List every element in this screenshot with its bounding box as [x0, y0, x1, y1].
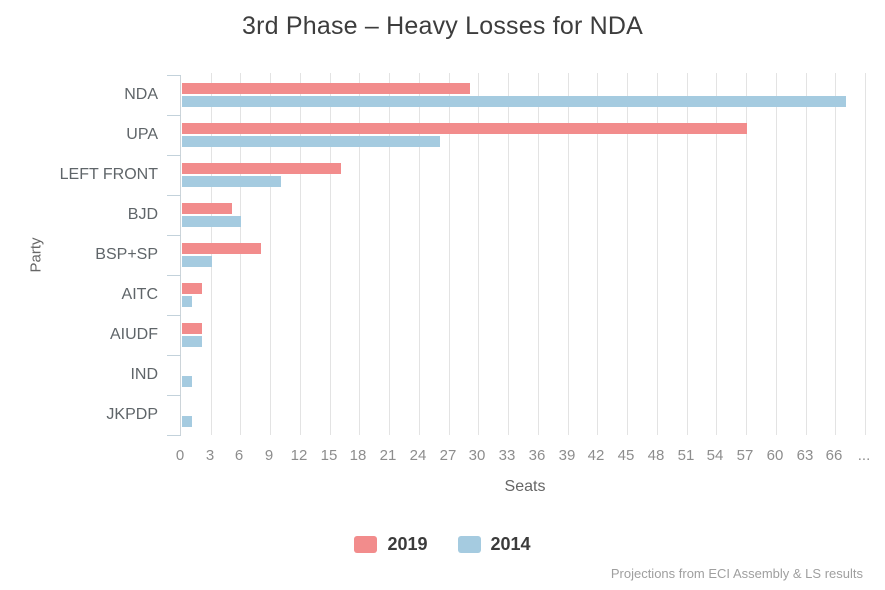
gridline — [597, 73, 598, 435]
x-tick-label: 36 — [528, 447, 546, 464]
x-tick-label: 27 — [439, 447, 457, 464]
bar-2014-jkpdp[interactable] — [182, 416, 192, 427]
legend-swatch-2019[interactable] — [354, 535, 378, 553]
y-axis-tick — [167, 235, 181, 236]
bar-2014-nda[interactable] — [182, 96, 846, 107]
legend-label-2014: 2014 — [490, 533, 531, 554]
bar-2019-upa[interactable] — [182, 123, 747, 134]
gridline — [835, 73, 836, 435]
gridline — [746, 73, 747, 435]
gridline — [211, 73, 212, 435]
x-tick-label: 66 — [825, 447, 843, 464]
x-tick-label: 60 — [766, 447, 784, 464]
legend-swatch-2014[interactable] — [457, 535, 481, 553]
y-category-label-ind: IND — [130, 366, 158, 383]
x-tick-label: 57 — [736, 447, 754, 464]
plot-area — [167, 73, 871, 436]
y-axis-tick — [167, 395, 181, 396]
x-tick-label: ... — [857, 447, 871, 464]
x-tick-label: 21 — [379, 447, 397, 464]
bar-2014-left-front[interactable] — [182, 176, 281, 187]
bar-2019-bsp-sp[interactable] — [182, 243, 261, 254]
gridline — [240, 73, 241, 435]
x-axis-labels: 0 3 6 9 12 15 18 21 24 27 30 33 36 39 42 45 48 51 54 57 60 63… — [176, 447, 885, 467]
x-tick-label: 18 — [349, 447, 367, 464]
y-axis-tick — [167, 155, 181, 156]
x-tick-label: 42 — [587, 447, 605, 464]
gridline — [508, 73, 509, 435]
gridline — [330, 73, 331, 435]
gridline — [716, 73, 717, 435]
bar-2019-bjd[interactable] — [182, 203, 232, 214]
bar-2019-left-front[interactable] — [182, 163, 341, 174]
y-category-label-jkpdp: JKPDP — [106, 406, 158, 423]
attribution-note: Projections from ECI Assembly & LS resul… — [610, 566, 863, 581]
legend: 2019 2014 — [0, 530, 885, 558]
y-axis-labels: NDA UPA LEFT FRONT BJD BSP+SP AITC AIUDF IND JKP… — [0, 75, 158, 435]
gridline — [449, 73, 450, 435]
legend-item-2019[interactable]: 2019 — [354, 533, 428, 555]
y-axis-tick — [167, 435, 181, 436]
bar-2014-bjd[interactable] — [182, 216, 241, 227]
x-tick-label: 63 — [796, 447, 814, 464]
bar-2019-aiudf[interactable] — [182, 323, 202, 334]
x-tick-label: 15 — [320, 447, 338, 464]
gridline — [687, 73, 688, 435]
x-tick-label: 3 — [205, 447, 215, 464]
bar-2019-aitc[interactable] — [182, 283, 202, 294]
gridline — [568, 73, 569, 435]
x-tick-label: 33 — [498, 447, 516, 464]
y-axis-tick — [167, 355, 181, 356]
gridline — [300, 73, 301, 435]
chart-title: 3rd Phase – Heavy Losses for NDA — [241, 12, 644, 40]
x-tick-label: 45 — [617, 447, 635, 464]
bar-2019-nda[interactable] — [182, 83, 470, 94]
y-axis-tick — [167, 275, 181, 276]
gridline — [538, 73, 539, 435]
y-category-label-aitc: AITC — [121, 286, 158, 303]
y-category-label-aiudf: AIUDF — [110, 326, 158, 343]
y-category-label-left-front: LEFT FRONT — [59, 166, 158, 183]
y-category-label-upa: UPA — [126, 126, 158, 143]
gridline — [359, 73, 360, 435]
gridline — [478, 73, 479, 435]
y-axis-tick — [167, 75, 181, 76]
gridline — [657, 73, 658, 435]
x-tick-label: 51 — [677, 447, 695, 464]
x-tick-label: 0 — [175, 447, 185, 464]
x-tick-label: 24 — [409, 447, 427, 464]
y-axis-tick — [167, 195, 181, 196]
legend-item-2014[interactable]: 2014 — [457, 533, 531, 555]
y-axis-tick — [167, 115, 181, 116]
x-tick-label: 9 — [264, 447, 274, 464]
bar-2014-aitc[interactable] — [182, 296, 192, 307]
y-axis-tick — [167, 315, 181, 316]
bar-2014-bsp-sp[interactable] — [182, 256, 212, 267]
gridline — [270, 73, 271, 435]
gridline — [419, 73, 420, 435]
gridline — [389, 73, 390, 435]
y-category-label-bjd: BJD — [127, 206, 158, 223]
x-tick-label: 12 — [290, 447, 308, 464]
legend-label-2019: 2019 — [387, 533, 428, 554]
bar-2014-ind[interactable] — [182, 376, 192, 387]
x-tick-label: 54 — [706, 447, 724, 464]
bar-2014-aiudf[interactable] — [182, 336, 202, 347]
x-tick-label: 39 — [558, 447, 576, 464]
gridline — [776, 73, 777, 435]
gridline — [806, 73, 807, 435]
x-tick-label: 48 — [647, 447, 665, 464]
x-tick-label: 6 — [234, 447, 244, 464]
x-tick-label: 30 — [468, 447, 486, 464]
gridline — [627, 73, 628, 435]
y-category-label-bsp-sp: BSP+SP — [95, 246, 158, 263]
x-axis-title: Seats — [504, 478, 546, 495]
y-category-label-nda: NDA — [124, 86, 158, 103]
gridline — [865, 73, 866, 435]
bar-2014-upa[interactable] — [182, 136, 440, 147]
